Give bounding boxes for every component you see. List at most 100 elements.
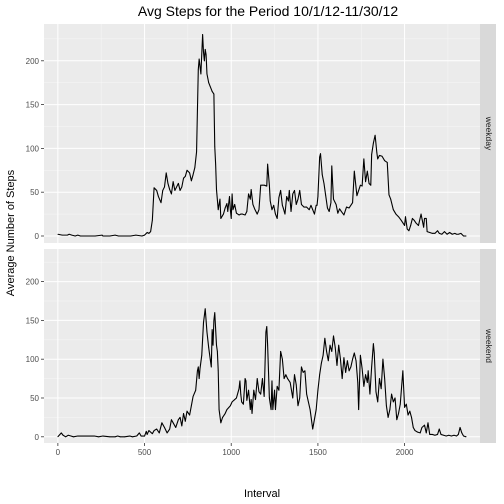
data-point-weekend — [392, 401, 394, 403]
data-point-weekday — [224, 207, 226, 209]
data-point-weekday — [335, 204, 337, 205]
data-point-weekend — [302, 371, 304, 373]
data-point-weekend — [278, 389, 280, 391]
data-point-weekday — [57, 233, 59, 235]
y-tick-label: 0 — [35, 232, 40, 241]
data-point-weekend — [166, 432, 168, 434]
data-point-weekday — [181, 186, 183, 188]
data-point-weekday — [333, 198, 334, 200]
data-point-weekend — [427, 422, 429, 424]
x-axis-title: Interval — [244, 488, 280, 500]
data-point-weekday — [219, 198, 221, 200]
data-point-weekday — [363, 158, 365, 160]
data-point-weekend — [412, 427, 414, 428]
data-point-weekend — [195, 389, 197, 391]
data-point-weekday — [299, 190, 301, 191]
data-point-weekday — [384, 160, 386, 162]
data-point-weekday — [118, 235, 119, 237]
data-point-weekend — [301, 366, 302, 368]
data-point-weekday — [144, 234, 145, 236]
chart-title: Avg Steps for the Period 10/1/12-11/30/1… — [138, 3, 398, 19]
data-point-weekday — [204, 49, 206, 50]
y-axis-ticks-weekend: 0 50 100 150 200 — [26, 278, 44, 442]
data-point-weekend — [197, 366, 199, 368]
data-point-weekday — [361, 185, 363, 187]
data-point-weekend — [274, 389, 275, 391]
data-point-weekday — [368, 183, 370, 184]
data-point-weekend — [459, 427, 461, 428]
data-point-weekend — [437, 434, 438, 435]
data-point-weekend — [445, 435, 447, 437]
data-point-weekday — [377, 158, 379, 160]
data-point-weekend — [307, 401, 309, 403]
data-point-weekend — [161, 422, 163, 424]
data-point-weekday — [196, 151, 197, 153]
data-point-weekday — [388, 194, 390, 196]
data-point-weekday — [231, 193, 233, 195]
data-point-weekday — [281, 204, 283, 206]
data-point-weekend — [369, 393, 371, 395]
data-point-weekday — [109, 235, 111, 237]
data-point-weekend — [266, 326, 268, 327]
data-point-weekend — [206, 331, 208, 333]
data-point-weekend — [398, 413, 399, 414]
data-point-weekday — [135, 234, 137, 236]
data-point-weekend — [399, 403, 401, 405]
data-point-weekend — [153, 430, 155, 431]
data-points-weekday — [57, 34, 467, 237]
x-tick-label: 2000 — [396, 448, 414, 457]
data-point-weekend — [145, 430, 147, 432]
data-point-weekend — [372, 343, 374, 345]
data-point-weekend — [148, 430, 150, 431]
data-point-weekday — [379, 155, 380, 156]
data-point-weekend — [371, 366, 373, 368]
data-point-weekday — [74, 235, 76, 237]
data-point-weekend — [70, 435, 72, 437]
data-point-weekday — [332, 183, 334, 184]
data-point-weekday — [330, 202, 332, 204]
y-axis-title: Average Number of Steps — [5, 169, 17, 296]
data-point-weekday — [444, 231, 445, 233]
data-point-weekday — [275, 213, 276, 215]
data-point-weekday — [217, 209, 219, 211]
data-point-weekday — [460, 232, 462, 234]
data-point-weekday — [227, 211, 229, 212]
data-point-weekday — [339, 208, 340, 210]
data-point-weekend — [414, 430, 416, 431]
data-point-weekend — [391, 393, 392, 395]
data-point-weekday — [238, 214, 240, 216]
data-point-weekend — [348, 370, 350, 372]
data-point-weekend — [119, 436, 121, 438]
data-point-weekend — [229, 405, 231, 407]
data-point-weekday — [226, 203, 228, 204]
data-point-weekday — [172, 181, 174, 183]
data-point-weekday — [451, 233, 453, 235]
data-point-weekend — [151, 433, 153, 435]
data-point-weekend — [216, 344, 217, 346]
data-point-weekday — [184, 176, 186, 177]
data-point-weekend — [299, 397, 301, 399]
data-point-weekday — [295, 204, 297, 205]
data-point-weekday — [370, 184, 372, 186]
data-point-weekday — [381, 155, 383, 157]
data-point-weekday — [420, 213, 422, 215]
data-point-weekend — [109, 436, 111, 438]
data-point-weekday — [400, 219, 402, 221]
data-point-weekend — [260, 393, 262, 395]
data-point-weekday — [352, 202, 353, 204]
data-point-weekday — [411, 218, 413, 219]
gridlines-weekend — [44, 249, 480, 443]
data-point-weekday — [141, 235, 143, 237]
data-point-weekday — [177, 183, 179, 184]
data-point-weekend — [183, 413, 184, 414]
data-point-weekday — [153, 187, 155, 189]
data-point-weekday — [169, 189, 171, 190]
strip-weekend — [480, 249, 496, 443]
data-point-weekday — [148, 232, 150, 234]
data-point-weekend — [363, 385, 365, 387]
data-point-weekend — [379, 378, 380, 379]
data-point-weekday — [158, 196, 159, 197]
data-point-weekday — [320, 153, 321, 155]
data-point-weekend — [192, 396, 194, 397]
data-point-weekend — [389, 409, 391, 411]
